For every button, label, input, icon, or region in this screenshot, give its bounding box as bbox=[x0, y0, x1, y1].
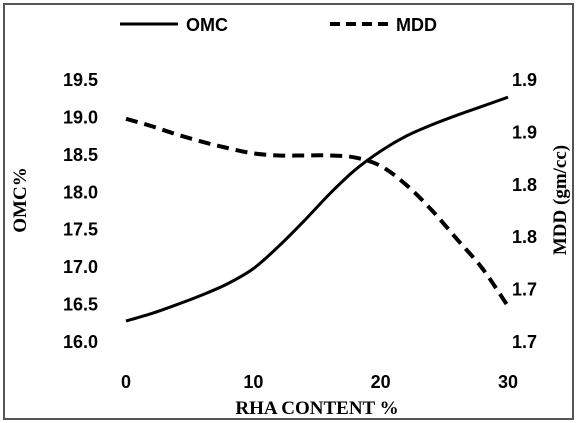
y-right-tick-label: 1.8 bbox=[512, 175, 537, 195]
y-left-axis-title: OMC% bbox=[10, 167, 31, 232]
y-left-tick-label: 18.5 bbox=[63, 145, 98, 165]
x-tick-label: 20 bbox=[371, 372, 391, 392]
y-left-tick-label: 19.5 bbox=[63, 70, 98, 90]
y-left-tick-label: 19.0 bbox=[63, 107, 98, 127]
y-right-tick-label: 1.9 bbox=[512, 122, 537, 142]
y-right-tick-label: 1.9 bbox=[512, 70, 537, 90]
chart-border bbox=[3, 3, 574, 420]
series-line-mdd bbox=[125, 116, 510, 308]
y-left-tick-label: 16.0 bbox=[63, 332, 98, 352]
y-left-tick-label: 17.5 bbox=[63, 220, 98, 240]
y-left-tick-label: 17.0 bbox=[63, 257, 98, 277]
legend-omc-label: OMC bbox=[186, 15, 228, 35]
series-line-omc bbox=[125, 95, 509, 323]
tick-labels: 0 10 20 30 16.0 16.5 17.0 17.5 18.0 18.5 19.0 19.5 1… bbox=[63, 70, 537, 392]
y-left-tick-label: 18.0 bbox=[63, 182, 98, 202]
legend-mdd-label: MDD bbox=[396, 15, 437, 35]
x-tick-label: 10 bbox=[243, 372, 263, 392]
y-right-tick-label: 1.7 bbox=[512, 280, 537, 300]
y-left-tick-label: 16.5 bbox=[63, 295, 98, 315]
legend: OMC MDD bbox=[120, 15, 437, 35]
y-right-tick-label: 1.7 bbox=[512, 332, 537, 352]
x-tick-label: 30 bbox=[498, 372, 518, 392]
plot-area bbox=[125, 95, 510, 323]
x-tick-label: 0 bbox=[121, 372, 131, 392]
x-axis-title: RHA CONTENT % bbox=[235, 398, 398, 419]
y-right-axis-title: MDD (gm/cc) bbox=[550, 145, 571, 255]
y-right-tick-label: 1.8 bbox=[512, 227, 537, 247]
